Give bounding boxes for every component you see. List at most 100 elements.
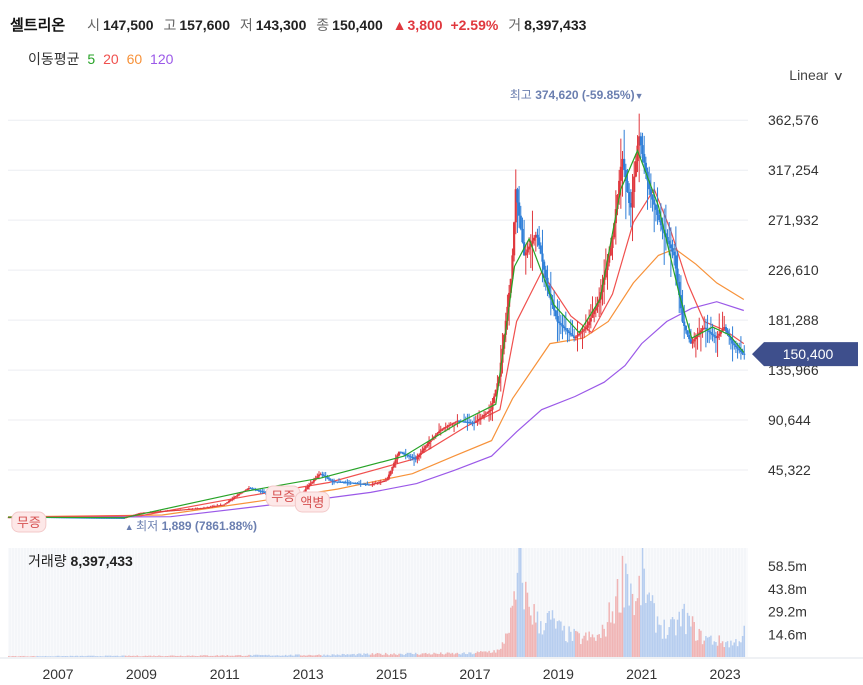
ma20-legend[interactable]: 20: [103, 51, 119, 67]
candle-body: [554, 310, 557, 317]
event-badge-text: 무증: [271, 489, 295, 504]
candle-body: [402, 453, 406, 455]
candle-body: [546, 277, 549, 286]
candle-body: [211, 506, 214, 508]
candle-body: [536, 234, 539, 238]
scale-selector[interactable]: Linear ∨: [789, 67, 845, 83]
candle-body: [157, 511, 161, 513]
candle-body: [349, 482, 352, 484]
high-label: 고: [163, 17, 177, 33]
candle-body: [196, 508, 199, 510]
candle-body: [392, 463, 396, 467]
candle-body: [306, 486, 309, 490]
volume-legend-label: 거래량: [28, 553, 71, 569]
candle-body: [733, 343, 736, 346]
candle-body: [246, 489, 249, 491]
candle-body: [624, 169, 627, 181]
candle-body: [628, 191, 631, 204]
candle-body: [121, 517, 124, 519]
candle-body: [357, 483, 361, 485]
candle-body: [676, 268, 679, 282]
candle-body: [167, 510, 171, 512]
candle-body: [723, 327, 726, 330]
candle-body: [184, 509, 187, 511]
candle-body: [354, 483, 357, 485]
candle-body: [207, 506, 211, 508]
candle-body: [377, 482, 381, 484]
volume-tick-label: 29.2m: [768, 604, 807, 620]
candle-body: [204, 507, 207, 509]
candle-body: [469, 422, 472, 424]
candle-body: [379, 481, 382, 483]
candle-body: [199, 508, 202, 510]
candle-body: [94, 517, 97, 519]
candle-body: [673, 251, 676, 256]
candle-body: [447, 425, 451, 427]
candle-body: [151, 511, 154, 513]
candle-body: [516, 189, 519, 203]
candle-body: [381, 481, 384, 483]
candle-body: [666, 237, 669, 241]
candle-body: [339, 481, 342, 483]
candle-body: [464, 421, 467, 423]
candle-body: [189, 508, 192, 510]
candle-body: [579, 332, 582, 334]
candle-body: [519, 215, 522, 229]
candle-body: [112, 517, 115, 519]
candle-body: [496, 383, 499, 390]
ma120-legend[interactable]: 120: [150, 51, 174, 67]
ma5-legend[interactable]: 5: [87, 51, 96, 67]
candle-body: [736, 346, 739, 349]
candle-body: [442, 427, 446, 429]
candle-body: [202, 507, 206, 509]
candle-body: [593, 310, 596, 315]
moving-average-label: 이동평균: [28, 51, 80, 67]
candle-body: [194, 508, 197, 510]
high-price: 157,600: [179, 17, 230, 33]
x-tick-label: 2013: [293, 666, 324, 682]
candle-body: [309, 483, 312, 486]
candle-body: [714, 336, 717, 339]
candle-body: [209, 506, 212, 508]
candle-body: [364, 484, 367, 486]
chevron-down-icon: ∨: [832, 69, 845, 83]
candle-body: [576, 335, 579, 337]
current-price-tag-text: 150,400: [783, 346, 834, 362]
candle-body: [419, 452, 422, 455]
candle-body: [217, 505, 221, 507]
current-price-tag-bg: [752, 342, 858, 367]
candle-body: [244, 490, 247, 492]
ma60-legend[interactable]: 60: [126, 51, 143, 67]
price-tick-label: 317,254: [768, 162, 819, 178]
candle-body: [541, 253, 544, 262]
stock-header: 셀트리온 시 147,500 고 157,600 저 143,300 종 150,400…: [10, 14, 586, 35]
candle-body: [329, 479, 332, 481]
volume-bars: [8, 548, 746, 657]
low-annotation-label: 최저: [136, 519, 161, 533]
candle-body: [604, 270, 607, 278]
candle-body: [422, 448, 426, 451]
candle-body: [177, 509, 181, 511]
candle-body: [626, 180, 629, 192]
candle-body: [337, 481, 341, 483]
candle-body: [741, 352, 744, 354]
candle-body: [591, 314, 594, 318]
ma5-line: [7, 149, 745, 519]
candle-body: [651, 194, 654, 200]
candle-body: [352, 482, 356, 484]
candle-body: [729, 336, 733, 341]
candle-body: [654, 204, 657, 210]
candle-body: [391, 466, 394, 471]
low-annotation-value: 1,889 (7861.88%): [162, 519, 257, 533]
candle-body: [417, 454, 421, 458]
candle-body: [457, 420, 461, 422]
candle-body: [319, 474, 322, 476]
candles: [7, 113, 746, 519]
candle-body: [713, 335, 716, 337]
candle-body: [586, 325, 589, 328]
candle-body: [256, 489, 259, 491]
ma120-line: [37, 301, 744, 518]
candle-body: [531, 240, 534, 244]
candle-body: [247, 488, 251, 490]
